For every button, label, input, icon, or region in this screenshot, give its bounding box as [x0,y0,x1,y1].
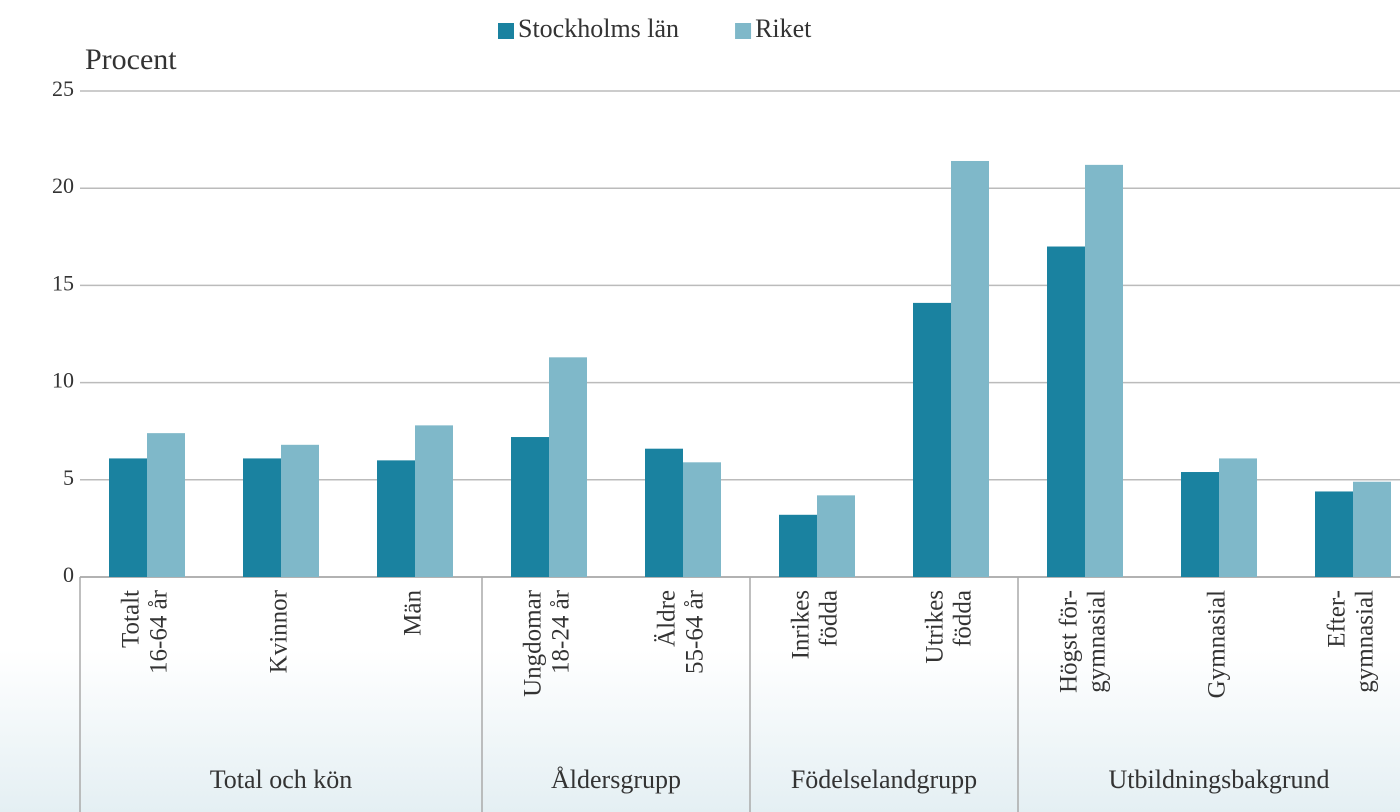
bar [1353,481,1391,577]
y-tick-label: 5 [63,465,74,490]
x-tick-label: 18-24 år [548,589,575,674]
bar [377,460,415,577]
y-tick-label: 10 [52,368,74,393]
x-tick-label: 55-64 år [682,589,709,674]
legend-label: Riket [755,14,812,43]
x-tick-label: 16-64 år [146,589,173,674]
y-tick-label: 25 [52,76,74,101]
bar [645,448,683,577]
bar [1085,164,1123,577]
x-tick-label: Män [400,590,427,636]
x-tick-label: Högst för- [1056,590,1083,693]
bar [951,160,989,577]
x-tick-label: Gymnasial [1204,590,1231,698]
x-tick-label: Äldre [654,590,681,647]
bar [549,357,587,577]
group-label: Total och kön [210,765,353,794]
x-tick-label: gymnasial [1084,590,1111,693]
bar [1219,458,1257,577]
bar [243,458,281,577]
x-tick-label: Utrikes [922,590,949,664]
x-tick-label: gymnasial [1352,590,1379,693]
group-label: Åldersgrupp [551,765,681,794]
bar [415,425,453,577]
legend-label: Stockholms län [518,14,679,43]
x-tick-label: Kvinnor [266,589,293,673]
bar [817,495,855,577]
bar [1047,246,1085,577]
legend-swatch [735,23,752,39]
bar [281,444,319,577]
bar [147,433,185,577]
x-tick-label: Ungdomar [520,589,547,697]
y-tick-label: 20 [52,173,74,198]
bar [779,514,817,577]
y-tick-label: 15 [52,270,74,295]
bar [109,458,147,577]
x-tick-label: födda [950,590,977,647]
y-tick-label: 0 [63,562,74,587]
bar [683,462,721,577]
x-tick-label: födda [816,590,843,647]
bar [1181,472,1219,577]
x-tick-label: Totalt [118,590,145,648]
x-tick-label: Efter- [1324,590,1351,648]
bar [1315,491,1353,577]
bar [913,302,951,577]
legend-swatch [498,23,514,39]
bar [511,437,549,577]
y-axis-label: Procent [85,43,177,76]
group-label: Födelselandgrupp [791,765,977,794]
x-tick-label: Inrikes [788,590,815,659]
group-label: Utbildningsbakgrund [1109,765,1330,794]
